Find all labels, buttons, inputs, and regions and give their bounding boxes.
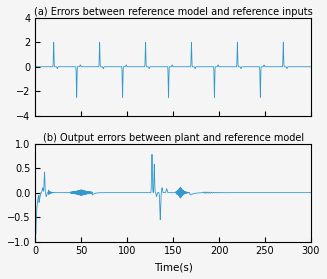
Title: (b) Output errors between plant and reference model: (b) Output errors between plant and refe…: [43, 133, 304, 143]
Title: (a) Errors between reference model and reference inputs: (a) Errors between reference model and r…: [34, 7, 313, 17]
X-axis label: Time(s): Time(s): [154, 262, 193, 272]
